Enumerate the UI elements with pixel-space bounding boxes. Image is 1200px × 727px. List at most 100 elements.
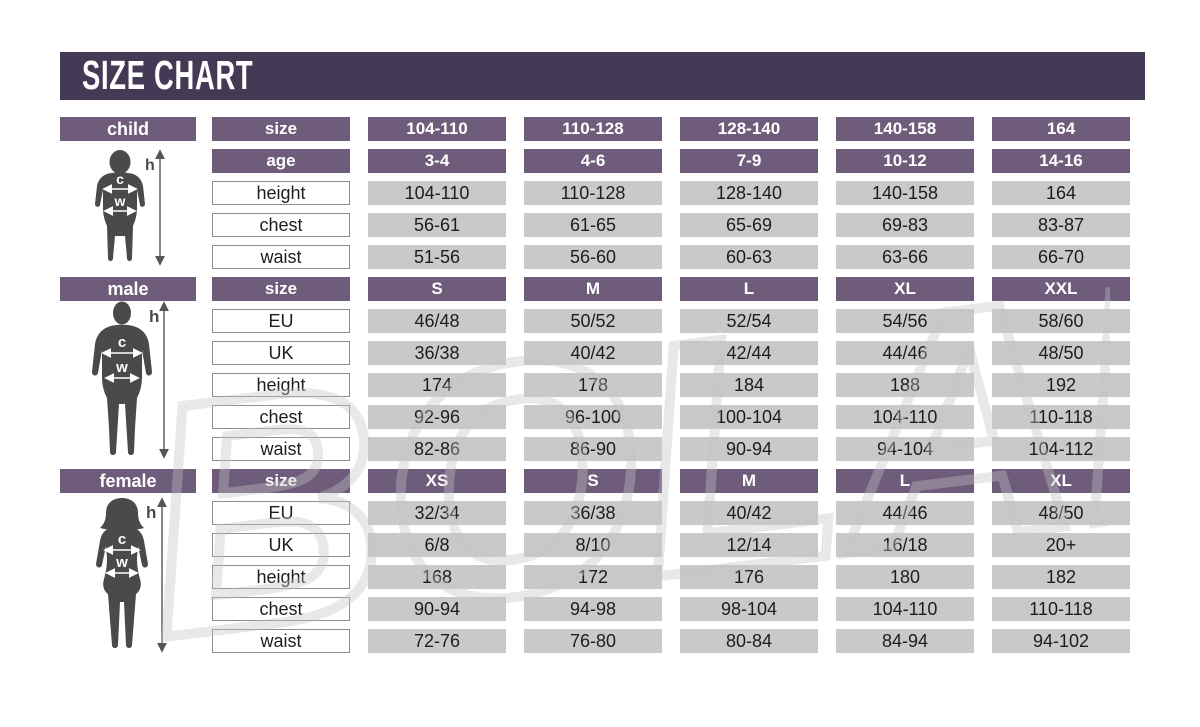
male-chest-value-0: 92-96 [368,405,506,429]
female-height-value-4: 182 [992,565,1130,589]
section-label-male: male [60,277,196,301]
waist-letter: w [114,193,126,209]
child-size-value-1: 110-128 [524,117,662,141]
female-chest-value-1: 94-98 [524,597,662,621]
male-waist-value-2: 90-94 [680,437,818,461]
female-waist-value-0: 72-76 [368,629,506,653]
female-waist-value-4: 94-102 [992,629,1130,653]
chest-letter: c [116,171,124,187]
male-chest-value-3: 104-110 [836,405,974,429]
child-height-value-1: 110-128 [524,181,662,205]
female-row-label-EU: EU [212,501,350,525]
male-row-label-EU: EU [212,309,350,333]
size-table: size 104-110 110-128 128-140 140-158 164 age 3-… [212,117,1130,653]
male-height-value-0: 174 [368,373,506,397]
child-waist-value-3: 63-66 [836,245,974,269]
child-waist-value-4: 66-70 [992,245,1130,269]
male-height-value-1: 178 [524,373,662,397]
child-body [95,172,145,261]
female-row-label-height: height [212,565,350,589]
female-UK-value-3: 16/18 [836,533,974,557]
male-UK-value-2: 42/44 [680,341,818,365]
male-EU-value-4: 58/60 [992,309,1130,333]
female-waist-value-1: 76-80 [524,629,662,653]
female-UK-value-2: 12/14 [680,533,818,557]
child-waist-value-0: 51-56 [368,245,506,269]
female-row-label-chest: chest [212,597,350,621]
male-waist-value-1: 86-90 [524,437,662,461]
child-row-label-chest: chest [212,213,350,237]
title-bar: SIZE CHART [60,52,1145,100]
child-age-value-3: 10-12 [836,149,974,173]
female-EU-value-3: 44/46 [836,501,974,525]
male-row-label-height: height [212,373,350,397]
female-waist-value-3: 84-94 [836,629,974,653]
female-chest-value-2: 98-104 [680,597,818,621]
male-row-label-size: size [212,277,350,301]
male-height-value-4: 192 [992,373,1130,397]
page-title: SIZE CHART [82,52,254,99]
female-EU-value-1: 36/38 [524,501,662,525]
child-head [109,150,131,174]
female-chest-value-3: 104-110 [836,597,974,621]
male-height-value-3: 188 [836,373,974,397]
chest-letter: c [118,531,126,548]
child-size-value-3: 140-158 [836,117,974,141]
female-size-value-3: L [836,469,974,493]
male-EU-value-3: 54/56 [836,309,974,333]
section-label-child: child [60,117,196,141]
child-row-label-size: size [212,117,350,141]
child-row-label-age: age [212,149,350,173]
male-UK-value-1: 40/42 [524,341,662,365]
female-UK-value-4: 20+ [992,533,1130,557]
male-head [113,301,131,325]
child-height-value-4: 164 [992,181,1130,205]
female-chest-value-4: 110-118 [992,597,1130,621]
male-row-label-UK: UK [212,341,350,365]
male-height-value-2: 184 [680,373,818,397]
child-waist-value-2: 60-63 [680,245,818,269]
female-EU-value-4: 48/50 [992,501,1130,525]
male-UK-value-4: 48/50 [992,341,1130,365]
child-age-value-4: 14-16 [992,149,1130,173]
female-chest-value-0: 90-94 [368,597,506,621]
height-letter: h [145,157,155,174]
female-row-label-UK: UK [212,533,350,557]
male-chest-value-1: 96-100 [524,405,662,429]
child-chest-value-4: 83-87 [992,213,1130,237]
male-EU-value-1: 50/52 [524,309,662,333]
female-size-value-0: XS [368,469,506,493]
child-chest-value-3: 69-83 [836,213,974,237]
female-size-value-1: S [524,469,662,493]
female-height-value-0: 168 [368,565,506,589]
chest-letter: c [118,334,126,351]
waist-letter: w [115,359,128,376]
female-row-label-waist: waist [212,629,350,653]
child-size-value-4: 164 [992,117,1130,141]
child-row-label-waist: waist [212,245,350,269]
child-height-value-2: 128-140 [680,181,818,205]
female-size-value-4: XL [992,469,1130,493]
female-hair [100,498,144,530]
child-height-value-0: 104-110 [368,181,506,205]
child-size-value-0: 104-110 [368,117,506,141]
female-row-label-size: size [212,469,350,493]
male-size-value-4: XXL [992,277,1130,301]
female-EU-value-0: 32/34 [368,501,506,525]
child-row-label-height: height [212,181,350,205]
female-height-value-1: 172 [524,565,662,589]
male-size-value-1: M [524,277,662,301]
male-waist-value-0: 82-86 [368,437,506,461]
child-chest-value-0: 56-61 [368,213,506,237]
female-waist-value-2: 80-84 [680,629,818,653]
male-size-value-0: S [368,277,506,301]
female-UK-value-1: 8/10 [524,533,662,557]
female-height-value-2: 176 [680,565,818,589]
female-UK-value-0: 6/8 [368,533,506,557]
male-row-label-chest: chest [212,405,350,429]
male-chest-value-4: 110-118 [992,405,1130,429]
female-body [96,526,148,648]
male-waist-value-4: 104-112 [992,437,1130,461]
child-silhouette: c w h [95,149,165,266]
